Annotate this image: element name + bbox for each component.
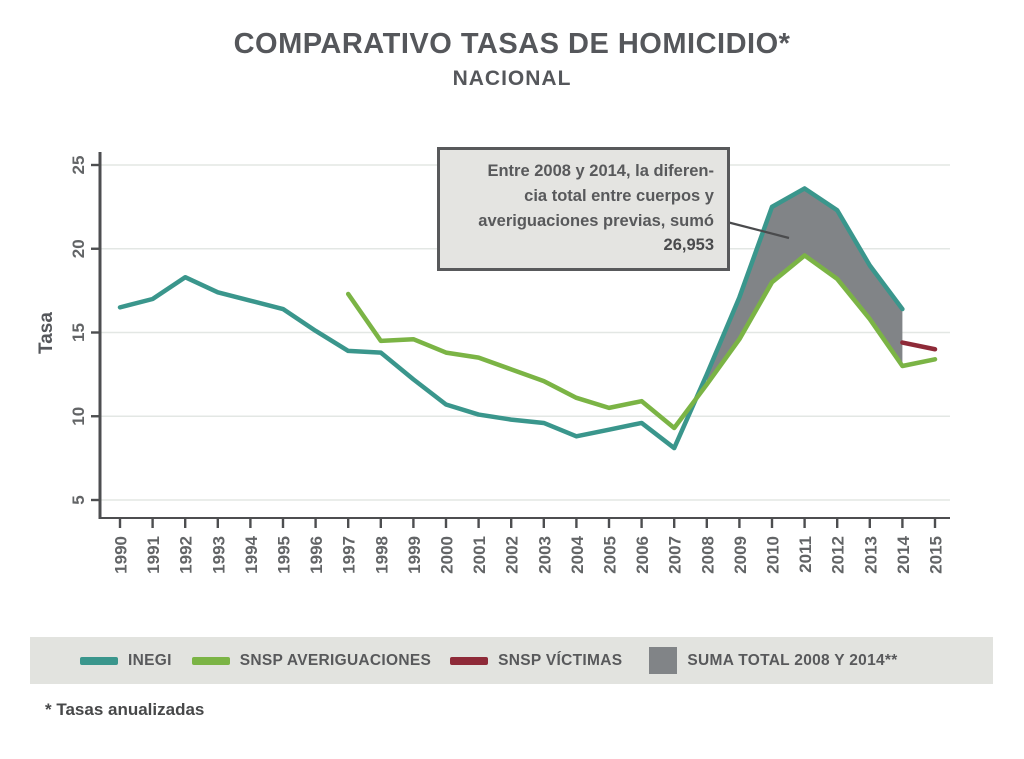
x-tick-label: 2006 (633, 536, 652, 574)
annotation-box: Entre 2008 y 2014, la diferen- cia total… (437, 147, 730, 271)
x-tick-label: 2010 (764, 536, 783, 574)
x-tick-label: 2001 (470, 536, 489, 574)
series-line-snsp-averiguaciones (345, 253, 938, 431)
series-line-inegi (117, 186, 905, 451)
footnote: * Tasas anualizadas (45, 700, 205, 719)
y-tick-label: 25 (69, 156, 88, 175)
legend-item-inegi: INEGI (80, 652, 172, 670)
annotation-value: 26,953 (663, 236, 714, 255)
y-tick-label: 20 (69, 239, 88, 258)
x-tick-label: 1991 (144, 536, 163, 574)
page-subtitle: NACIONAL (452, 67, 572, 90)
annotation-line: Entre 2008 y 2014, la diferen- (487, 162, 714, 180)
x-tick-label: 2003 (535, 536, 554, 574)
legend-swatch-inegi (80, 656, 118, 665)
x-tick-label: 2014 (894, 535, 913, 573)
x-tick-label: 2011 (796, 536, 815, 573)
legend-label: SNSP VÍCTIMAS (498, 651, 623, 669)
annotation-arrow (726, 220, 790, 240)
y-tick-label: 5 (69, 495, 88, 504)
x-tick-label: 2004 (568, 535, 587, 573)
legend-item-snsp-averiguaciones: SNSP AVERIGUACIONES (191, 651, 432, 670)
x-tick-label: 1990 (112, 536, 131, 574)
x-tick-label: 2008 (698, 536, 717, 574)
x-tick-label: 2015 (927, 536, 946, 574)
legend-item-suma-total: SUMA TOTAL 2008 Y 2014** (649, 647, 897, 674)
chart-plot-area: 5 10 15 20 25 1990 1991 1992 1993 1994 1995 1996 199… (36, 147, 950, 574)
y-tick-label: 10 (69, 407, 88, 426)
series-line-snsp-v-ctimas (900, 340, 938, 352)
chart-legend: INEGI SNSP AVERIGUACIONES SNSP VÍCTIMAS … (30, 637, 993, 684)
x-tick-label: 2005 (601, 536, 620, 574)
chart-svg: 5 10 15 20 25 1990 1991 1992 1993 1994 1995 1996 199… (36, 152, 950, 574)
x-tick-label: 1992 (177, 536, 196, 574)
x-tick-label: 1993 (209, 536, 228, 574)
x-tick-label: 1999 (405, 536, 424, 574)
x-tick-label: 1996 (307, 536, 326, 574)
chart-header: COMPARATIVO TASAS DE HOMICIDIO* NACIONAL (0, 0, 1024, 91)
legend-label: SUMA TOTAL 2008 Y 2014** (687, 651, 898, 669)
legend-swatch-snsp-victimas (450, 656, 489, 665)
x-tick-label: 2012 (829, 536, 848, 574)
x-tick-label: 1994 (242, 535, 261, 573)
x-tick-label: 2013 (861, 536, 880, 574)
legend-label: INEGI (128, 651, 172, 669)
band-suma-total (706, 188, 903, 385)
annotation-line: cia total entre cuerpos y (524, 186, 714, 205)
legend-swatch-suma-total (649, 647, 678, 674)
y-tick-label: 15 (69, 323, 88, 342)
x-tick-label: 2002 (503, 536, 522, 574)
x-tick-label: 2009 (731, 536, 750, 574)
page-title: COMPARATIVO TASAS DE HOMICIDIO* (233, 28, 791, 60)
y-axis-title: Tasa (36, 312, 57, 354)
legend-swatch-snsp-averiguaciones (191, 656, 230, 665)
legend-item-snsp-victimas: SNSP VÍCTIMAS (450, 652, 622, 670)
legend-label: SNSP AVERIGUACIONES (239, 651, 432, 669)
x-tick-label: 1995 (275, 536, 294, 574)
x-tick-label: 2000 (438, 536, 457, 574)
x-tick-label: 2007 (666, 536, 685, 574)
annotation-line: averiguaciones previas, sumó (478, 211, 714, 230)
x-tick-label: 1997 (340, 536, 359, 574)
x-tick-label: 1998 (372, 536, 391, 574)
